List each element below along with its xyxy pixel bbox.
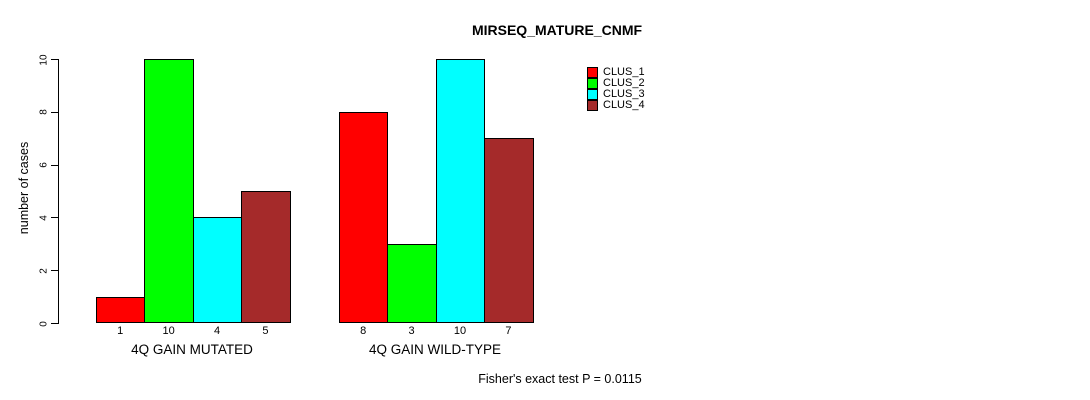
bar-value-label: 3 [408, 324, 415, 337]
bar-value-label: 10 [162, 324, 175, 337]
y-tick-mark [51, 164, 58, 166]
y-tick-label: 6 [38, 162, 50, 168]
legend-swatch-clus_3 [587, 89, 598, 101]
y-tick-mark [51, 111, 58, 113]
y-axis-label: number of cases [17, 141, 31, 235]
bar-clus_3-group2 [435, 59, 486, 323]
bar-value-label: 1 [117, 324, 124, 337]
legend-label: CLUS_2 [603, 76, 645, 89]
bar-clus_4-group2 [484, 138, 534, 323]
y-tick-mark [51, 217, 58, 219]
legend-item-clus_3: CLUS_3 [587, 88, 645, 101]
bar-clus_3-group1 [192, 217, 243, 323]
y-tick-mark [51, 323, 58, 324]
y-tick-label: 4 [38, 215, 50, 221]
group-label: 4Q GAIN WILD-TYPE [368, 342, 502, 357]
bar-clus_4-group1 [241, 191, 291, 323]
bar-value-label: 7 [505, 324, 512, 337]
y-tick-label: 8 [38, 109, 50, 116]
legend-label: CLUS_3 [603, 88, 645, 101]
group-label: 4Q GAIN MUTATED [131, 342, 253, 357]
legend-item-clus_1: CLUS_1 [587, 65, 645, 78]
bar-value-label: 4 [213, 324, 221, 337]
y-axis-line [58, 59, 59, 324]
y-tick-mark [51, 59, 58, 60]
fisher-test-annotation: Fisher's exact test P = 0.0115 [478, 372, 642, 386]
bar-clus_2-group1 [144, 59, 194, 323]
legend-swatch-clus_4 [587, 100, 598, 112]
legend-item-clus_2: CLUS_2 [587, 76, 645, 89]
y-tick-label: 0 [38, 320, 50, 327]
bar-value-label: 8 [360, 324, 367, 337]
y-tick-mark [51, 270, 58, 272]
legend-swatch-clus_2 [587, 77, 598, 89]
bar-clus_1-group1 [96, 296, 146, 323]
y-tick-label: 2 [38, 267, 50, 274]
y-tick-label: 10 [38, 53, 50, 66]
bar-value-label: 5 [262, 324, 269, 337]
legend-label: CLUS_1 [603, 65, 645, 78]
legend-item-clus_4: CLUS_4 [587, 99, 645, 112]
legend-swatch-clus_1 [587, 66, 598, 78]
legend-label: CLUS_4 [603, 99, 645, 112]
bar-clus_2-group2 [387, 243, 437, 323]
chart-title: MIRSEQ_MATURE_CNMF [471, 22, 643, 38]
bar-clus_1-group2 [339, 111, 389, 323]
bar-value-label: 10 [453, 324, 467, 337]
